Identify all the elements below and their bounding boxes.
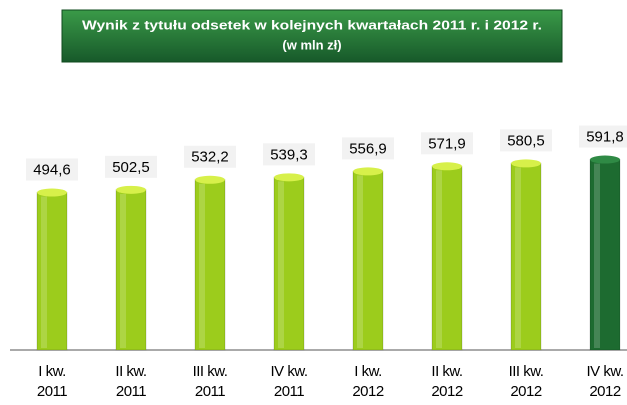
value-label: 556,9 <box>349 140 387 157</box>
bar-shine <box>357 175 363 348</box>
bar <box>431 165 463 351</box>
x-tick-label: I kw. 2011 <box>36 363 68 400</box>
bar-cap <box>116 185 146 194</box>
x-tick-label: III kw. 2011 <box>192 363 228 400</box>
chart-subtitle: (w mln zł) <box>282 37 341 52</box>
value-label-box <box>184 145 236 168</box>
bar-cap <box>195 175 225 184</box>
bar <box>352 170 384 351</box>
value-label-box <box>263 143 315 166</box>
bar-shine <box>199 183 205 348</box>
bar-shine <box>41 196 47 348</box>
bar-cap <box>590 155 620 164</box>
value-label: 580,5 <box>507 132 545 149</box>
bar-cap <box>353 167 383 176</box>
bar <box>589 159 621 351</box>
value-label: 532,2 <box>191 149 229 166</box>
x-tick-label: I kw. 2012 <box>352 363 384 400</box>
value-label: 591,8 <box>586 129 624 146</box>
value-label: 571,9 <box>428 135 466 152</box>
bar <box>36 192 68 351</box>
value-label-box <box>421 132 473 155</box>
value-label: 539,3 <box>270 146 308 163</box>
bar-shine <box>515 167 521 348</box>
value-label: 494,6 <box>33 161 71 178</box>
value-label-box <box>105 155 157 178</box>
x-tick-label: IV kw. 2011 <box>270 363 308 400</box>
bar-cap <box>274 173 304 182</box>
value-label-box <box>342 137 394 160</box>
bar-shine <box>278 181 284 348</box>
x-tick-label: II kw. 2012 <box>431 363 463 400</box>
chart-title: Wynik z tytułu odsetek w kolejnych kwart… <box>82 17 542 32</box>
bar-shine <box>120 193 126 348</box>
bar <box>273 176 305 351</box>
value-label: 502,5 <box>112 159 150 176</box>
value-label-box <box>579 125 627 148</box>
title-box <box>61 9 563 63</box>
x-tick-label: II kw. 2011 <box>115 363 147 400</box>
bar <box>115 189 147 351</box>
value-label-box <box>500 129 552 152</box>
bar-cap <box>432 162 462 171</box>
x-tick-label: III kw. 2012 <box>508 363 544 400</box>
bar-cap <box>511 159 541 168</box>
x-tick-label: IV kw. 2012 <box>586 363 624 400</box>
bar <box>194 179 226 351</box>
bar-shine <box>594 163 600 348</box>
bar-cap <box>37 188 67 197</box>
bar-shine <box>436 170 442 348</box>
value-label-box <box>26 158 78 181</box>
